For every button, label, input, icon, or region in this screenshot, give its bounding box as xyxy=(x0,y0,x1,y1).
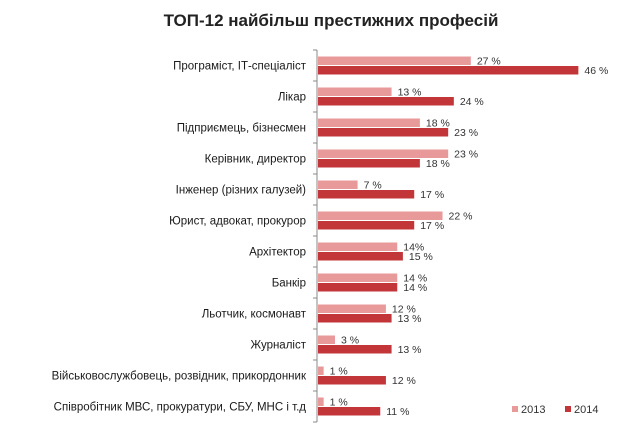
bar-2014 xyxy=(318,407,381,416)
bar-2014 xyxy=(318,66,579,75)
data-label-2014: 12 % xyxy=(392,375,416,387)
legend-label-2014: 2014 xyxy=(574,404,598,416)
data-label-2014: 15 % xyxy=(409,251,433,263)
bar-2014 xyxy=(318,376,386,385)
data-label-2013: 14 % xyxy=(403,273,427,285)
bar-2014 xyxy=(318,128,449,137)
category-labels: Програміст, ІТ-спеціаліст Лікар Підприємец… xyxy=(52,61,307,414)
data-label-2013: 22 % xyxy=(449,211,473,223)
data-label-2013: 27 % xyxy=(477,56,501,68)
data-labels: 27 % 46 % 13 % 24 % 18 % 23 % 23 % 18 % 7 % 17 % 2… xyxy=(330,56,609,419)
bar-2014 xyxy=(318,221,415,230)
bar-2014 xyxy=(318,190,415,199)
data-label-2013: 18 % xyxy=(426,118,450,130)
data-label-2014: 11 % xyxy=(386,406,409,418)
chart-title: ТОП-12 найбільш престижних професій xyxy=(164,11,499,30)
bar-2014 xyxy=(318,283,398,292)
data-label-2013: 3 % xyxy=(341,335,359,347)
bar-2013 xyxy=(318,366,324,375)
bar-2014 xyxy=(318,97,454,106)
category-label: Журналіст xyxy=(250,340,306,352)
bar-2013 xyxy=(318,56,471,65)
bar-2014 xyxy=(318,252,403,261)
data-label-2014: 13 % xyxy=(398,344,422,356)
category-label: Підприємець, бізнесмен xyxy=(177,123,306,135)
category-label: Льотчик, космонавт xyxy=(202,309,307,321)
category-label: Юрист, адвокат, прокурор xyxy=(169,216,306,228)
data-label-2014: 17 % xyxy=(420,189,444,201)
bar-2013 xyxy=(318,273,398,282)
category-label: Військовослужбовець, розвідник, прикордо… xyxy=(52,371,307,383)
data-label-2013: 12 % xyxy=(392,304,416,316)
bar-2013 xyxy=(318,242,398,251)
bar-2013 xyxy=(318,118,420,127)
category-label: Архітектор xyxy=(249,247,306,259)
bar-2014 xyxy=(318,314,392,323)
category-label: Керівник, директор xyxy=(205,154,306,166)
bar-2013 xyxy=(318,180,358,189)
data-label-2014: 14 % xyxy=(403,282,427,294)
data-label-2013: 1 % xyxy=(330,366,348,378)
category-label: Інженер (різних галузей) xyxy=(176,185,307,197)
bar-2014 xyxy=(318,345,392,354)
data-label-2013: 23 % xyxy=(454,149,478,161)
bars xyxy=(318,56,579,416)
data-label-2013: 1 % xyxy=(330,397,348,409)
legend-swatch-2013 xyxy=(512,406,518,412)
legend-swatch-2014 xyxy=(565,406,571,412)
y-axis-ticks xyxy=(313,49,317,423)
bar-2013 xyxy=(318,211,443,220)
bar-2013 xyxy=(318,397,324,406)
data-label-2014: 13 % xyxy=(398,313,422,325)
category-label: Лікар xyxy=(278,92,306,104)
data-label-2014: 24 % xyxy=(460,96,484,108)
data-label-2013: 13 % xyxy=(398,87,422,99)
data-label-2013: 14% xyxy=(403,242,424,254)
data-label-2013: 7 % xyxy=(364,180,382,192)
data-label-2014: 46 % xyxy=(584,65,608,77)
bar-2013 xyxy=(318,304,386,313)
bar-2014 xyxy=(318,159,420,168)
legend-label-2013: 2013 xyxy=(521,404,545,416)
bar-2013 xyxy=(318,149,449,158)
data-label-2014: 17 % xyxy=(420,220,444,232)
category-label: Програміст, ІТ-спеціаліст xyxy=(173,61,307,73)
category-label: Співробітник МВС, прокуратури, СБУ, МНС … xyxy=(54,402,307,414)
bar-2013 xyxy=(318,335,335,344)
data-label-2014: 23 % xyxy=(454,127,478,139)
category-label: Банкір xyxy=(272,278,306,290)
bar-2013 xyxy=(318,87,392,96)
data-label-2014: 18 % xyxy=(426,158,450,170)
legend: 2013 2014 xyxy=(512,404,598,416)
